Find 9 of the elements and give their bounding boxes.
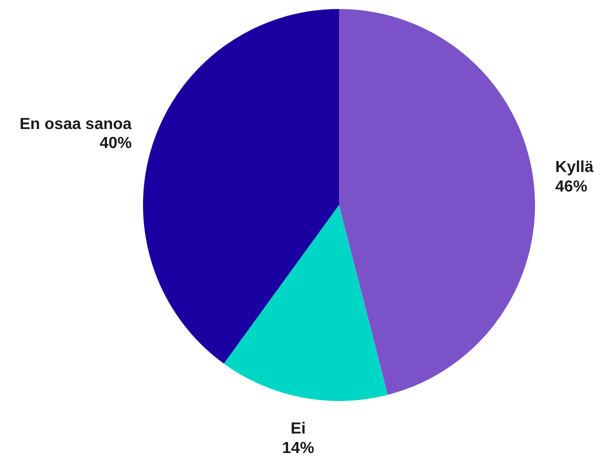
data-label: 14% [282,440,314,457]
pie-slice [143,9,339,364]
data-label: 46% [555,178,588,196]
data-label: 40% [100,135,132,152]
pie-slice [339,9,535,395]
slice-label: En osaa sanoa [20,116,132,133]
pie-slice [224,205,388,401]
slice-label: Ei [290,420,306,438]
slice-label: Kyllä [555,159,594,176]
